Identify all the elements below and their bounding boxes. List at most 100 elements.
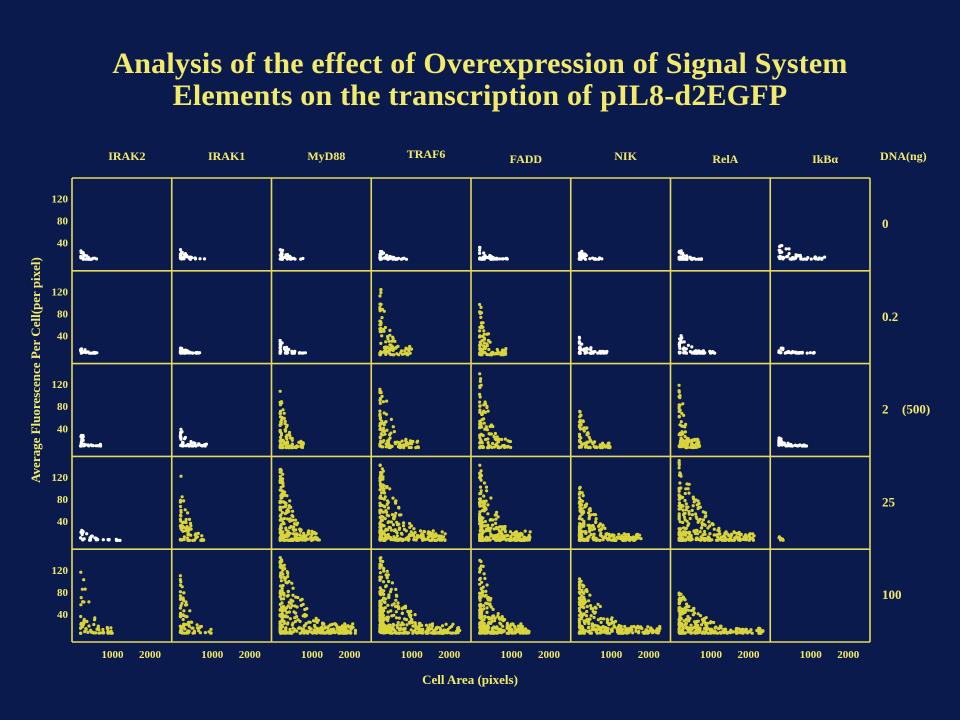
- data-point-25-1: [181, 537, 185, 542]
- data-point-0_2-4: [487, 347, 491, 352]
- data-point-25-5: [578, 490, 582, 494]
- data-point-100-4: [479, 559, 483, 564]
- data-point-2-3: [378, 401, 382, 405]
- data-point-100-0: [83, 587, 87, 591]
- data-point-100-3: [381, 559, 385, 564]
- data-point-100-3: [378, 578, 382, 582]
- data-point-25-5: [596, 538, 600, 542]
- data-point-0-6: [697, 257, 701, 261]
- x-tick-label-3-0: 1000: [401, 649, 424, 661]
- data-point-0-7: [787, 252, 791, 256]
- data-point-25-6: [751, 532, 755, 536]
- data-point-25-0: [101, 538, 105, 542]
- data-point-25-3: [409, 530, 413, 534]
- data-point-100-2: [285, 594, 289, 598]
- data-point-100-6: [677, 606, 681, 610]
- data-point-25-6: [691, 504, 695, 508]
- data-point-2-4: [486, 441, 490, 445]
- data-point-100-4: [478, 582, 482, 586]
- data-point-100-2: [308, 620, 312, 624]
- data-point-2-2: [285, 423, 289, 427]
- data-point-100-0: [92, 622, 96, 627]
- data-point-100-5: [634, 626, 638, 631]
- data-point-100-3: [397, 631, 401, 635]
- data-point-100-1: [181, 617, 185, 622]
- data-point-0_2-3: [399, 351, 403, 355]
- data-point-25-4: [505, 538, 509, 542]
- data-point-25-2: [282, 492, 286, 496]
- data-point-100-1: [203, 631, 207, 635]
- data-point-25-3: [443, 538, 447, 542]
- data-point-100-2: [289, 602, 293, 606]
- data-point-25-6: [710, 538, 714, 542]
- data-point-25-6: [677, 504, 681, 508]
- data-point-25-1: [191, 538, 195, 543]
- data-point-25-4: [491, 536, 495, 541]
- data-point-2-6: [679, 420, 683, 424]
- data-point-100-1: [178, 606, 182, 610]
- data-point-2-5: [606, 445, 610, 449]
- data-point-25-2: [288, 499, 292, 503]
- data-point-100-0: [105, 625, 109, 630]
- data-point-0-7: [786, 254, 790, 258]
- data-point-25-6: [677, 531, 681, 535]
- data-point-100-3: [450, 631, 454, 635]
- data-point-0_2-7: [787, 350, 791, 355]
- data-point-25-2: [307, 532, 311, 536]
- data-point-25-4: [501, 525, 505, 529]
- data-point-0_2-6: [688, 350, 693, 354]
- data-point-0-1: [190, 256, 194, 260]
- data-point-100-2: [303, 607, 307, 612]
- data-point-100-0: [92, 631, 96, 635]
- data-point-25-2: [278, 530, 282, 535]
- data-point-100-2: [284, 631, 288, 635]
- y-tick-label-2-1: 80: [57, 401, 69, 413]
- data-point-25-2: [283, 511, 287, 516]
- data-point-0-3: [401, 257, 405, 261]
- data-point-100-5: [582, 601, 587, 605]
- data-point-100-3: [406, 609, 410, 614]
- data-point-0-0: [83, 253, 87, 257]
- data-point-25-2: [284, 528, 288, 532]
- data-point-25-6: [717, 526, 721, 530]
- data-point-25-2: [281, 472, 285, 476]
- data-point-0-1: [198, 257, 202, 261]
- data-point-100-2: [322, 622, 326, 626]
- data-point-0_2-3: [387, 339, 391, 343]
- data-point-25-1: [189, 527, 193, 531]
- data-point-2-1: [184, 444, 188, 448]
- data-point-100-4: [478, 591, 482, 595]
- data-point-25-1: [179, 474, 183, 478]
- data-point-100-4: [505, 623, 509, 627]
- data-point-100-6: [678, 596, 682, 600]
- data-point-0_2-6: [693, 351, 698, 355]
- data-point-2-1: [179, 427, 183, 431]
- data-point-0_2-4: [478, 302, 482, 307]
- data-point-25-6: [729, 532, 734, 536]
- data-point-100-3: [378, 556, 382, 560]
- data-point-25-4: [489, 526, 493, 530]
- row-note: (500): [902, 402, 930, 417]
- data-point-0_2-6: [694, 349, 698, 353]
- data-point-100-4: [479, 614, 484, 618]
- data-point-0_2-4: [482, 341, 486, 345]
- data-point-25-5: [587, 529, 592, 534]
- data-point-25-5: [582, 522, 586, 526]
- data-point-100-6: [679, 621, 683, 625]
- data-point-25-4: [479, 491, 483, 495]
- data-point-2-6: [678, 423, 682, 427]
- data-point-100-5: [595, 624, 600, 628]
- data-point-25-6: [677, 527, 681, 531]
- data-point-100-0: [108, 631, 112, 635]
- data-point-25-5: [628, 538, 632, 543]
- data-point-25-4: [486, 526, 490, 530]
- data-point-25-4: [528, 530, 532, 534]
- data-point-100-3: [385, 569, 389, 574]
- data-point-100-5: [584, 629, 588, 633]
- data-point-2-7: [777, 443, 781, 447]
- data-point-2-0: [79, 440, 83, 444]
- data-point-25-6: [684, 487, 688, 491]
- data-point-100-1: [185, 603, 189, 607]
- data-point-25-2: [278, 538, 282, 542]
- data-point-25-1: [182, 535, 186, 539]
